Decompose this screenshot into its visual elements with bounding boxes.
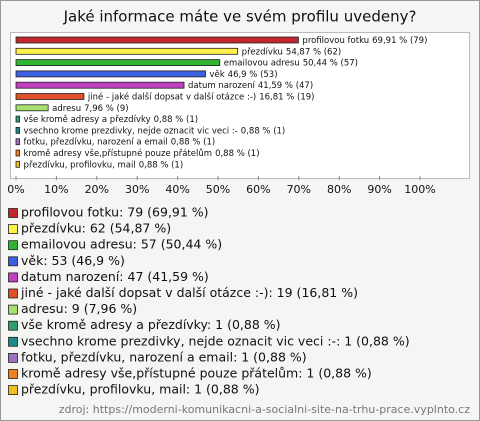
- bar-label: fotku, přezdívku, narození a email 0,88 %…: [24, 137, 216, 147]
- chart-title: Jaké informace máte ve svém profilu uved…: [63, 8, 417, 26]
- bar-label: jiné - jaké další dopsat v další otázce …: [87, 91, 315, 102]
- x-tick-label: 90%: [367, 183, 391, 196]
- x-tick-label: 80%: [327, 183, 351, 196]
- bar-label-value: 7,96 % (9): [84, 103, 128, 113]
- bar-label-value: 0,88 % (1): [171, 137, 215, 147]
- bar-label-value: 54,87 % (62): [286, 47, 341, 57]
- bar: [15, 59, 221, 66]
- legend-label: vsechno krome prezdivky, nejde oznacit v…: [21, 333, 410, 348]
- bar-label-name: profilovou fotku: [302, 36, 369, 46]
- legend-swatch: [8, 304, 18, 315]
- x-tick-label: 30%: [125, 183, 149, 196]
- x-tick-label: 0%: [7, 183, 24, 196]
- bar-label-value: 0,88 % (1): [154, 115, 198, 125]
- legend-label: datum narození: 47 (41,59 %): [21, 269, 209, 284]
- bar-label-value: 41,59 % (47): [258, 81, 313, 91]
- source: zdroj: https://moderni-komunikacni-a-soc…: [59, 403, 470, 416]
- legend-label: adresu: 9 (7,96 %): [21, 301, 137, 316]
- legend-label: fotku, přezdívku, narození a email: 1 (0…: [21, 349, 307, 364]
- bar-label: profilovou fotku 69,91 % (79): [302, 36, 427, 46]
- x-tick-label: 10%: [44, 183, 68, 196]
- legend-swatch: [8, 336, 18, 347]
- bar-label-name: jiné - jaké další dopsat v další otázce …: [87, 91, 256, 102]
- legend-label: kromě adresy vše,přístupné pouze přátelů…: [21, 366, 372, 381]
- x-tick-label: 100%: [404, 183, 435, 196]
- bar-label: přezdívku, profilovku, mail 0,88 % (1): [24, 160, 184, 170]
- bar-label-value: 50,44 % (57): [303, 58, 358, 68]
- bar-label-value: 46,9 % (53): [228, 69, 278, 79]
- bar-label-name: adresu: [52, 103, 81, 113]
- bar-label-name: vše kromě adresy a přezdívky: [24, 114, 151, 125]
- x-tick-label: 50%: [206, 183, 230, 196]
- legend-swatch: [8, 352, 18, 363]
- legend-label: emailovou adresu: 57 (50,44 %): [21, 237, 222, 252]
- bar-label: adresu 7,96 % (9): [52, 103, 128, 113]
- legend-label: přezdívku, profilovku, mail: 1 (0,88 %): [21, 382, 259, 397]
- bar-label: emailovou adresu 50,44 % (57): [224, 58, 358, 68]
- legend-label: přezdívku: 62 (54,87 %): [21, 221, 171, 236]
- legend-label: jiné - jaké další dopsat v další otázce …: [20, 285, 358, 300]
- legend-swatch: [8, 288, 18, 299]
- plot-area: [10, 32, 470, 179]
- bar-label-name: kromě adresy vše,přístupné pouze přátelů…: [24, 148, 213, 159]
- bar-label-name: datum narození: [188, 81, 255, 91]
- bar-label: kromě adresy vše,přístupné pouze přátelů…: [24, 148, 260, 159]
- bar: [15, 81, 185, 89]
- legend-label: profilovou fotku: 79 (69,91 %): [21, 205, 209, 220]
- bar-label: přezdívku 54,87 % (62): [242, 47, 342, 57]
- legend-label: vše kromě adresy a přezdívky: 1 (0,88 %): [21, 317, 281, 332]
- legend-label: věk: 53 (46,9 %): [21, 253, 125, 268]
- bar-label-value: 69,91 % (79): [372, 36, 427, 46]
- bar-label-name: vsechno krome prezdivky, nejde oznacit v…: [24, 126, 238, 136]
- bar-label-name: přezdívku: [242, 47, 283, 57]
- bar-label-name: fotku, přezdívku, narození a email: [24, 137, 168, 147]
- bar: [15, 70, 206, 78]
- bar: [15, 36, 299, 44]
- legend-swatch: [8, 256, 18, 267]
- bar-label-name: emailovou adresu: [224, 58, 300, 68]
- bar-label-value: 0,88 % (1): [215, 149, 259, 159]
- bar: [15, 138, 20, 146]
- legend-swatch: [8, 224, 18, 235]
- bar: [15, 104, 49, 112]
- x-tick-label: 40%: [165, 183, 189, 196]
- bar-label: věk 46,9 % (53): [209, 69, 277, 79]
- bar-label-value: 0,88 % (1): [139, 160, 183, 170]
- bar: [15, 127, 20, 134]
- legend-swatch: [8, 320, 18, 331]
- legend-swatch: [8, 208, 18, 218]
- bar: [15, 115, 20, 123]
- bar-label-name: věk: [209, 69, 224, 79]
- bar-label-value: 0,88 % (1): [241, 126, 285, 136]
- x-tick-label: 60%: [246, 183, 270, 196]
- legend-swatch: [8, 369, 18, 379]
- legend-swatch: [8, 240, 18, 251]
- bar: [15, 47, 239, 55]
- bar-label-name: přezdívku, profilovku, mail: [24, 160, 136, 170]
- bar-label-value: 16,81 % (19): [259, 92, 314, 102]
- legend-swatch: [8, 385, 18, 396]
- bar-label: datum narození 41,59 % (47): [188, 81, 313, 91]
- bar: [15, 149, 20, 157]
- x-tick-label: 70%: [287, 183, 311, 196]
- bar-label: vše kromě adresy a přezdívky 0,88 % (1): [24, 114, 199, 125]
- bar: [15, 93, 85, 100]
- x-tick-label: 20%: [85, 183, 109, 196]
- bar: [15, 160, 20, 168]
- bar-label: vsechno krome prezdivky, nejde oznacit v…: [24, 126, 286, 136]
- legend-swatch: [8, 272, 18, 283]
